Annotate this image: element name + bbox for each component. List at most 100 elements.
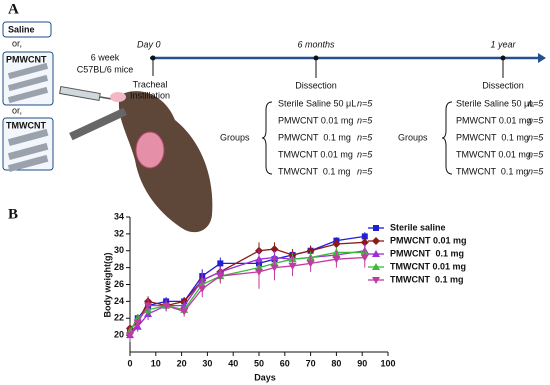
group-name: Sterile Saline 50 μL bbox=[456, 98, 534, 108]
marker bbox=[198, 285, 207, 293]
y-tick-label: 20 bbox=[114, 330, 124, 340]
group-n: n=5 bbox=[357, 98, 373, 108]
marker bbox=[360, 238, 369, 247]
x-axis-label: Days bbox=[254, 372, 276, 382]
group-n: n=5 bbox=[357, 132, 373, 142]
x-tick-label: 70 bbox=[306, 358, 316, 368]
marker bbox=[373, 225, 379, 231]
marker bbox=[372, 250, 380, 257]
marker bbox=[126, 332, 134, 340]
x-tick-label: 90 bbox=[357, 358, 367, 368]
treatment: TMWCNT bbox=[6, 120, 46, 130]
group-n: n=5 bbox=[528, 115, 544, 125]
x-tick-label: 0 bbox=[127, 358, 132, 368]
marker bbox=[306, 246, 315, 255]
marker bbox=[144, 302, 153, 310]
group-name: PMWCNT 0.01 mg bbox=[278, 115, 353, 125]
y-tick-label: 28 bbox=[114, 262, 124, 272]
marker bbox=[361, 233, 368, 240]
marker bbox=[270, 264, 279, 272]
syringe bbox=[59, 85, 119, 101]
y-tick-label: 30 bbox=[114, 245, 124, 255]
group-name: TMWCNT 0.1 mg bbox=[456, 166, 528, 176]
y-axis-label: Body weight(g) bbox=[102, 253, 112, 318]
marker bbox=[180, 308, 189, 316]
panel-label: A bbox=[8, 1, 19, 17]
y-tick-label: 26 bbox=[114, 279, 124, 289]
series-line bbox=[129, 250, 365, 336]
or: or, bbox=[12, 38, 22, 48]
tubes bbox=[7, 62, 49, 104]
group-name: PMWCNT 0.01 mg bbox=[456, 115, 531, 125]
group-name: TMWCNT 0.1 mg bbox=[278, 166, 350, 176]
marker bbox=[332, 240, 341, 248]
instillation: Instillation bbox=[130, 90, 170, 100]
x-tick-label: 30 bbox=[202, 358, 212, 368]
group-n: n=5 bbox=[528, 132, 544, 142]
panel-b: B Days Body weight(g) 20 22 24 26 28 30 32 34 0 1… bbox=[8, 206, 467, 382]
marker bbox=[360, 254, 369, 262]
y-tick-label: 24 bbox=[114, 296, 124, 306]
marker bbox=[133, 319, 142, 327]
event: Dissection bbox=[295, 80, 337, 90]
x-tick-label: 80 bbox=[331, 358, 341, 368]
group-name: PMWCNT 0.1 mg bbox=[456, 132, 529, 142]
groups-label: Groups bbox=[220, 132, 250, 142]
series-line bbox=[129, 256, 365, 336]
instillation: Tracheal bbox=[133, 79, 168, 89]
bracket bbox=[441, 101, 453, 175]
mice: 6 week bbox=[91, 52, 120, 62]
panel-label: B bbox=[8, 206, 18, 222]
event: Dissection bbox=[482, 80, 524, 90]
y-tick-label: 32 bbox=[114, 228, 124, 238]
legend-label: Sterile saline bbox=[390, 222, 446, 232]
ear bbox=[110, 92, 126, 102]
panel-a: A Saline or, PMWCNT or, TMWCNT 6 week C5… bbox=[2, 1, 546, 233]
box bbox=[2, 21, 52, 38]
marker bbox=[372, 237, 380, 245]
x-tick-label: 20 bbox=[177, 358, 187, 368]
legend-label: PMWCNT 0.01 mg bbox=[390, 235, 467, 245]
group-n: n=5 bbox=[357, 149, 373, 159]
series-line bbox=[129, 251, 365, 332]
x-tick-label: 50 bbox=[254, 358, 264, 368]
x-tick-label: 60 bbox=[280, 358, 290, 368]
marker bbox=[255, 268, 263, 276]
marker bbox=[372, 263, 380, 270]
group-name: TMWCNT 0.01 mg bbox=[278, 149, 353, 159]
treatment: PMWCNT bbox=[6, 54, 47, 64]
x-tick-label: 100 bbox=[380, 358, 395, 368]
group-n: n=5 bbox=[357, 115, 373, 125]
marker bbox=[217, 260, 224, 267]
instrument bbox=[69, 107, 127, 141]
legend-label: TMWCNT 0.1 mg bbox=[390, 274, 464, 284]
group-n: n=5 bbox=[528, 98, 544, 108]
marker bbox=[216, 273, 225, 281]
group-n: n=5 bbox=[528, 166, 544, 176]
y-tick-label: 34 bbox=[114, 211, 124, 221]
bracket bbox=[261, 101, 273, 175]
marker bbox=[288, 262, 297, 270]
treatment: Saline bbox=[8, 24, 35, 34]
or: or, bbox=[12, 105, 22, 115]
marker bbox=[270, 245, 279, 254]
time-label: 1 year bbox=[490, 39, 516, 49]
x-tick-label: 40 bbox=[228, 358, 238, 368]
mice: C57BL/6 mice bbox=[77, 64, 134, 74]
legend-label: TMWCNT 0.01 mg bbox=[390, 261, 466, 271]
marker bbox=[306, 260, 315, 268]
legend-label: PMWCNT 0.1 mg bbox=[390, 248, 464, 258]
timeline-arrow bbox=[538, 53, 546, 63]
groups-label: Groups bbox=[398, 132, 428, 142]
series-line bbox=[129, 235, 365, 332]
y-tick-label: 22 bbox=[114, 313, 124, 323]
group-n: n=5 bbox=[357, 166, 373, 176]
group-name: TMWCNT 0.01 mg bbox=[456, 149, 531, 159]
marker bbox=[332, 256, 341, 264]
marker bbox=[372, 277, 380, 284]
group-name: Sterile Saline 50 μL bbox=[278, 98, 356, 108]
time-label: Day 0 bbox=[137, 39, 161, 49]
group-name: PMWCNT 0.1 mg bbox=[278, 132, 351, 142]
